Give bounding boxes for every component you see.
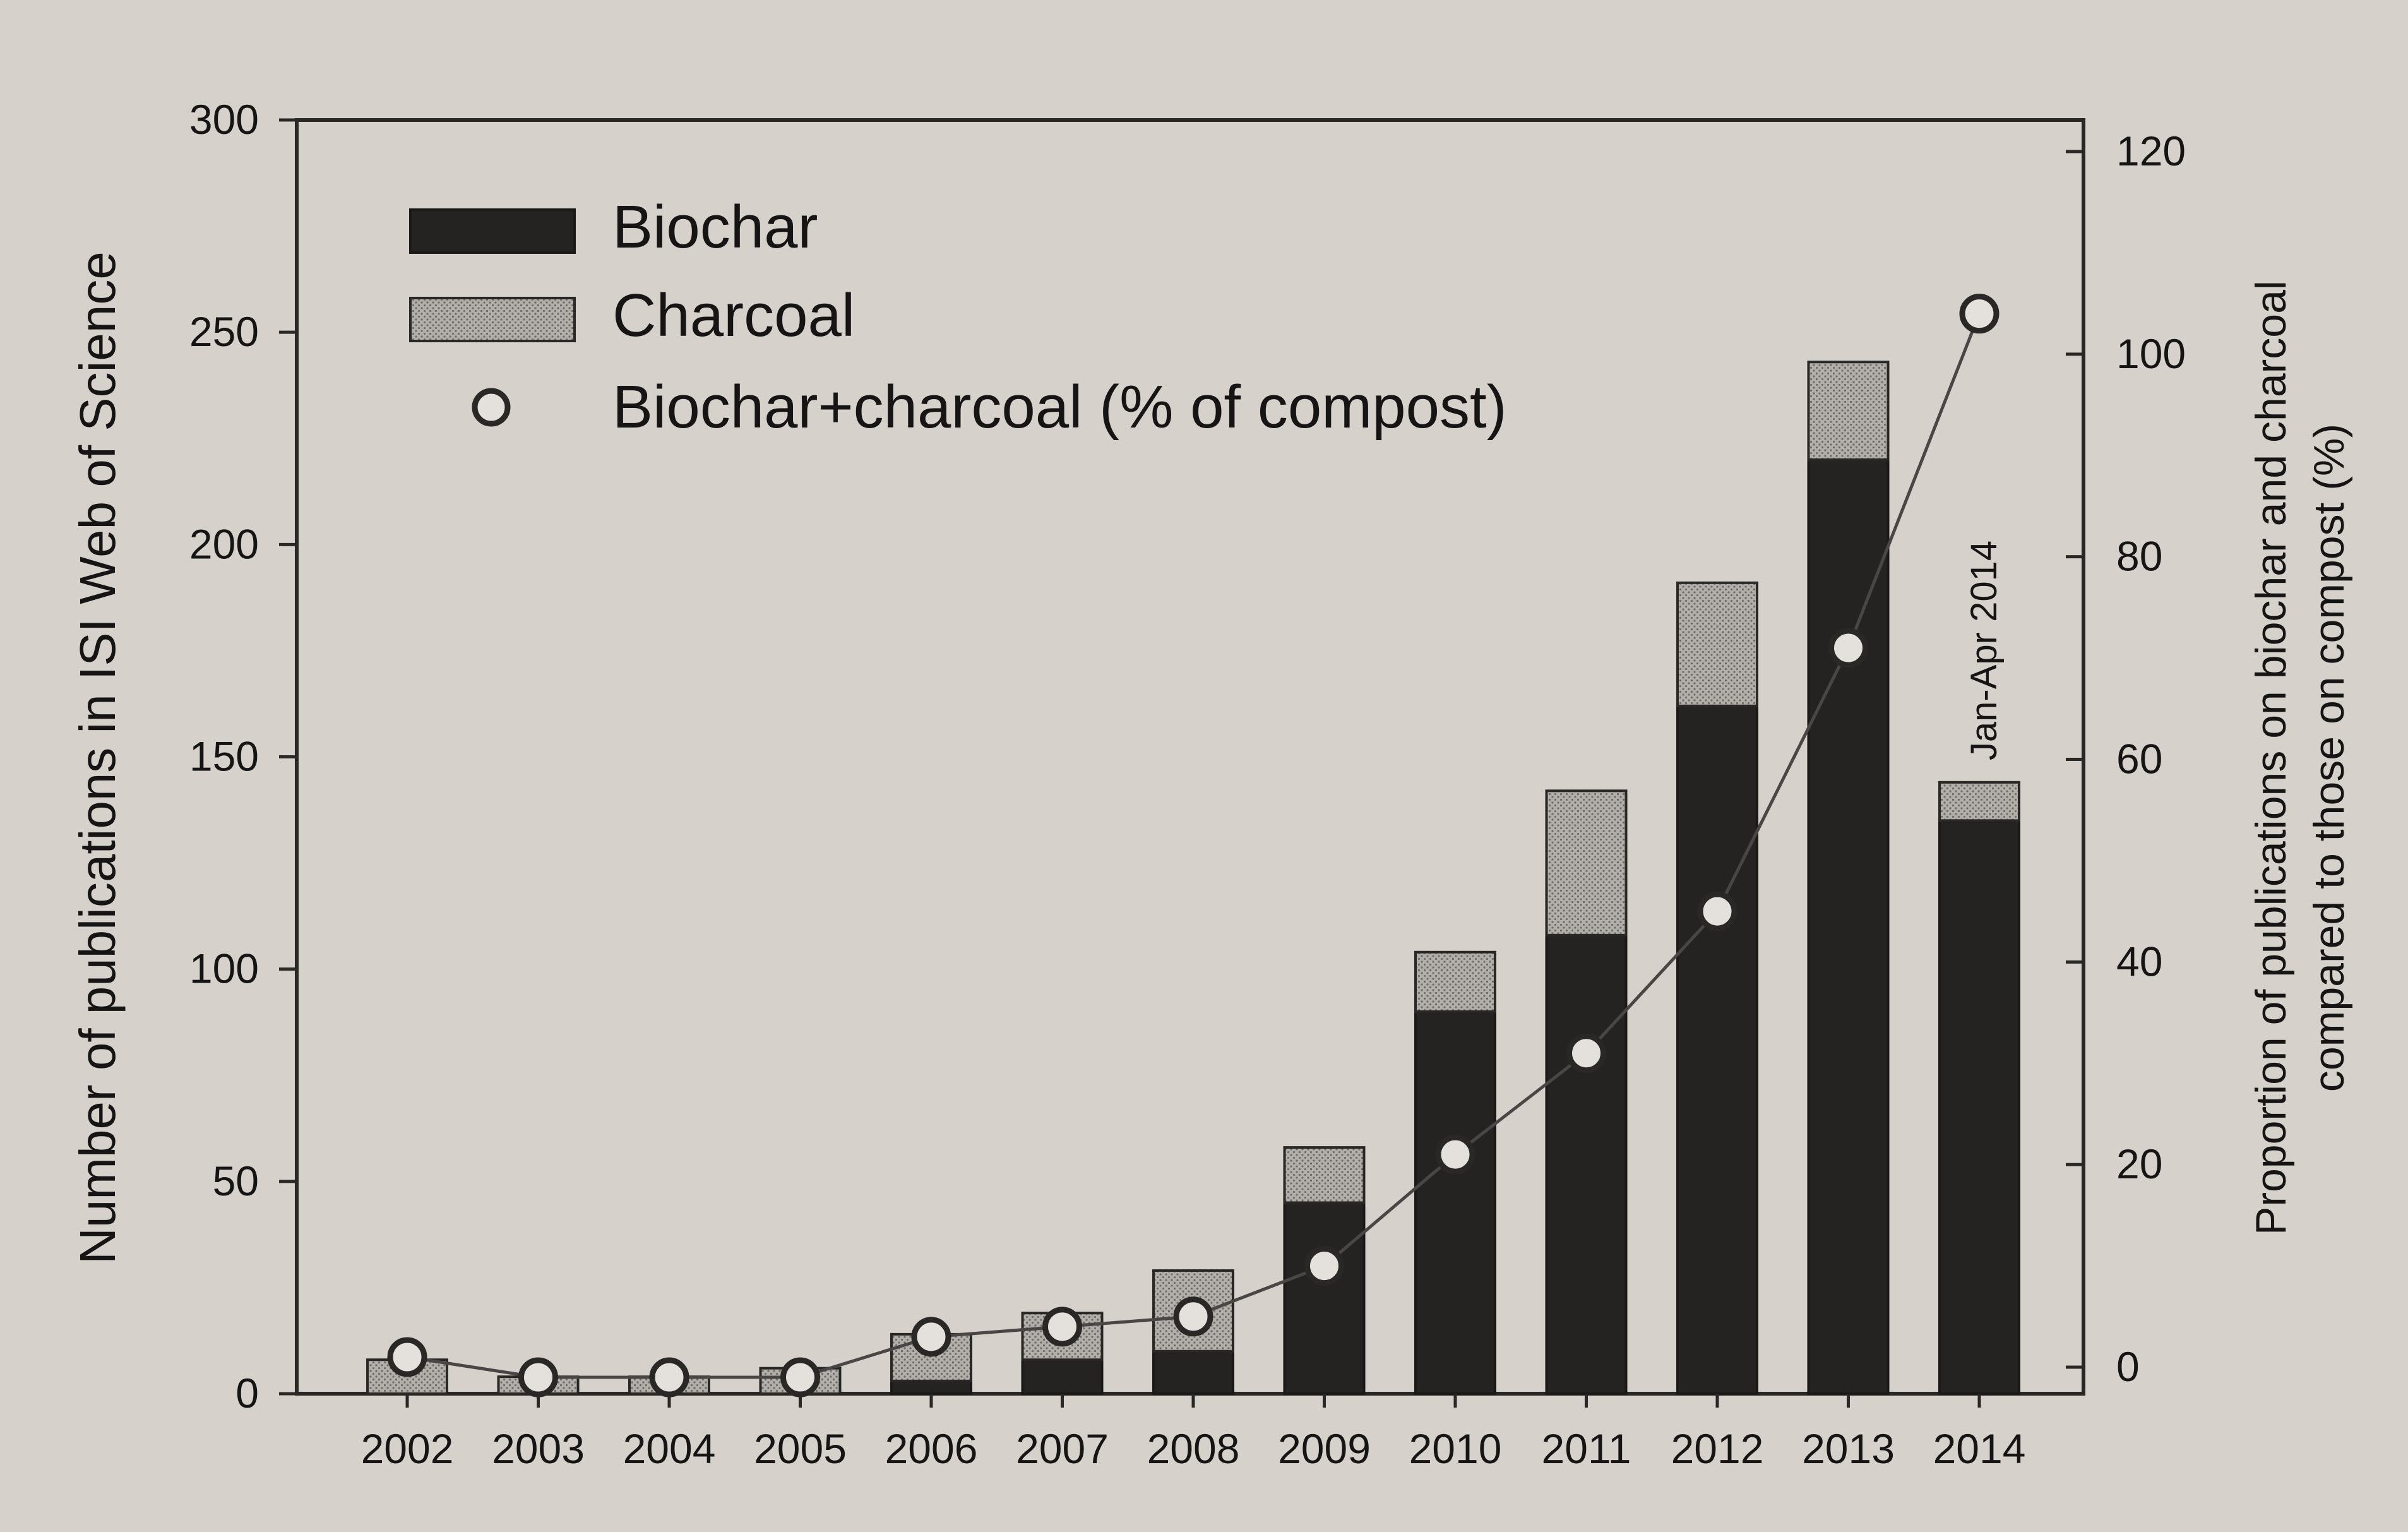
right-axis-tick-label-60: 60 <box>2116 736 2162 782</box>
annotation-jan-apr-2014: Jan-Apr 2014 <box>1964 541 2005 760</box>
bar-biochar-2011 <box>1545 933 1628 1395</box>
legend-entry-percent: Biochar+charcoal (% of compost) <box>472 373 1507 441</box>
bar-charcoal-2013 <box>1807 361 1890 461</box>
left-axis-tick-label-250: 250 <box>189 308 259 355</box>
x-axis-label-2004: 2004 <box>623 1425 716 1472</box>
legend-label-biochar: Biochar <box>612 193 818 261</box>
legend-label-charcoal: Charcoal <box>612 282 855 349</box>
bar-charcoal-2014 <box>1938 781 2020 822</box>
right-axis-tick-label-120: 120 <box>2116 128 2186 174</box>
point-percent-2006 <box>911 1317 951 1357</box>
x-axis-label-2002: 2002 <box>361 1425 454 1472</box>
bar-biochar-2012 <box>1676 704 1758 1395</box>
left-axis-tick-label-0: 0 <box>235 1370 259 1416</box>
percent-line-layer <box>387 294 2000 1397</box>
x-axis: 2002 2003 2004 2005 2006 2007 2008 2009 2010 2011… <box>361 1394 2026 1472</box>
bar-charcoal-2009 <box>1283 1146 1366 1204</box>
point-percent-2010 <box>1435 1134 1475 1175</box>
right-axis-label-line2: compared to those on compost (%) <box>2305 424 2353 1092</box>
x-axis-label-2003: 2003 <box>492 1425 585 1472</box>
x-axis-label-2010: 2010 <box>1409 1425 1502 1472</box>
legend: Biochar Charcoal Biochar+charcoal (% of … <box>409 193 1507 441</box>
point-percent-2013 <box>1828 628 1868 668</box>
left-axis-tick-label-50: 50 <box>213 1158 259 1204</box>
bar-biochar-2014 <box>1938 819 2020 1395</box>
x-axis-label-2014: 2014 <box>1933 1425 2026 1472</box>
x-axis-label-2007: 2007 <box>1016 1425 1109 1472</box>
right-axis-tick-label-20: 20 <box>2116 1140 2162 1187</box>
bar-biochar-2009 <box>1283 1201 1366 1395</box>
point-percent-2007 <box>1042 1307 1082 1347</box>
x-axis-label-2005: 2005 <box>754 1425 847 1472</box>
point-percent-2005 <box>780 1357 820 1397</box>
point-percent-2002 <box>387 1337 427 1377</box>
x-axis-label-2009: 2009 <box>1278 1425 1371 1472</box>
legend-swatch-charcoal <box>409 297 576 342</box>
right-axis: 0 20 40 60 80 100 120 <box>2066 128 2186 1390</box>
right-axis-label-line1: Proportion of publications on biochar an… <box>2247 280 2295 1235</box>
left-axis-label: Number of publications in ISI Web of Sci… <box>69 251 126 1264</box>
legend-entry-biochar: Biochar <box>409 193 818 261</box>
point-percent-2003 <box>518 1357 558 1397</box>
x-axis-label-2008: 2008 <box>1147 1425 1240 1472</box>
point-percent-2004 <box>649 1357 689 1397</box>
left-axis-tick-label-200: 200 <box>189 520 259 567</box>
point-percent-2009 <box>1304 1246 1344 1286</box>
x-axis-label-2012: 2012 <box>1671 1425 1764 1472</box>
point-percent-2014 <box>1959 294 2000 334</box>
x-axis-label-2011: 2011 <box>1542 1425 1631 1472</box>
bar-charcoal-2012 <box>1676 581 1758 707</box>
bar-biochar-2007 <box>1021 1358 1104 1396</box>
bars-layer <box>366 361 2020 1396</box>
bar-biochar-2006 <box>890 1379 972 1396</box>
legend-entry-charcoal: Charcoal <box>409 282 855 349</box>
bar-biochar-2008 <box>1152 1349 1234 1395</box>
legend-marker-open-circle <box>472 388 511 427</box>
right-axis-tick-label-40: 40 <box>2116 938 2162 984</box>
legend-swatch-biochar <box>409 208 576 254</box>
bar-biochar-2013 <box>1807 458 1890 1395</box>
bar-charcoal-2010 <box>1414 950 1496 1013</box>
bar-biochar-2010 <box>1414 1010 1496 1395</box>
left-axis-tick-label-300: 300 <box>189 96 259 143</box>
left-axis-tick-label-100: 100 <box>189 945 259 992</box>
bar-charcoal-2011 <box>1545 789 1628 937</box>
left-axis: 0 50 100 150 200 250 300 <box>189 96 297 1416</box>
point-percent-2012 <box>1697 891 1737 931</box>
x-axis-label-2013: 2013 <box>1802 1425 1895 1472</box>
right-axis-tick-label-100: 100 <box>2116 330 2186 377</box>
point-percent-2008 <box>1173 1296 1213 1337</box>
right-axis-tick-label-0: 0 <box>2116 1343 2140 1390</box>
point-percent-2011 <box>1566 1033 1606 1074</box>
right-axis-tick-label-80: 80 <box>2116 533 2162 580</box>
legend-label-percent: Biochar+charcoal (% of compost) <box>612 373 1507 441</box>
x-axis-label-2006: 2006 <box>885 1425 978 1472</box>
left-axis-tick-label-150: 150 <box>189 733 259 780</box>
